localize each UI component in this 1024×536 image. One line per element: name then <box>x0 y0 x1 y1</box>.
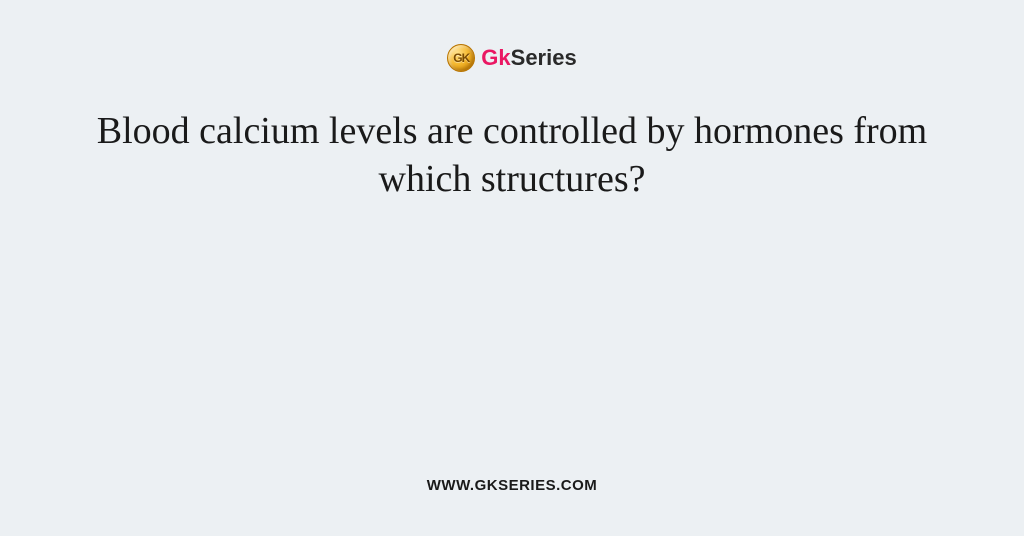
logo-text-part1: Gk <box>481 45 510 70</box>
card-container: GK GkSeries Blood calcium levels are con… <box>0 0 1024 536</box>
question-text: Blood calcium levels are controlled by h… <box>72 108 952 203</box>
logo-text-part2: Series <box>511 45 577 70</box>
logo-badge-icon: GK <box>447 44 475 72</box>
brand-logo: GK GkSeries <box>447 44 576 72</box>
footer-url: WWW.GKSERIES.COM <box>0 477 1024 494</box>
logo-badge-text: GK <box>453 51 469 65</box>
logo-wordmark: GkSeries <box>481 45 576 71</box>
